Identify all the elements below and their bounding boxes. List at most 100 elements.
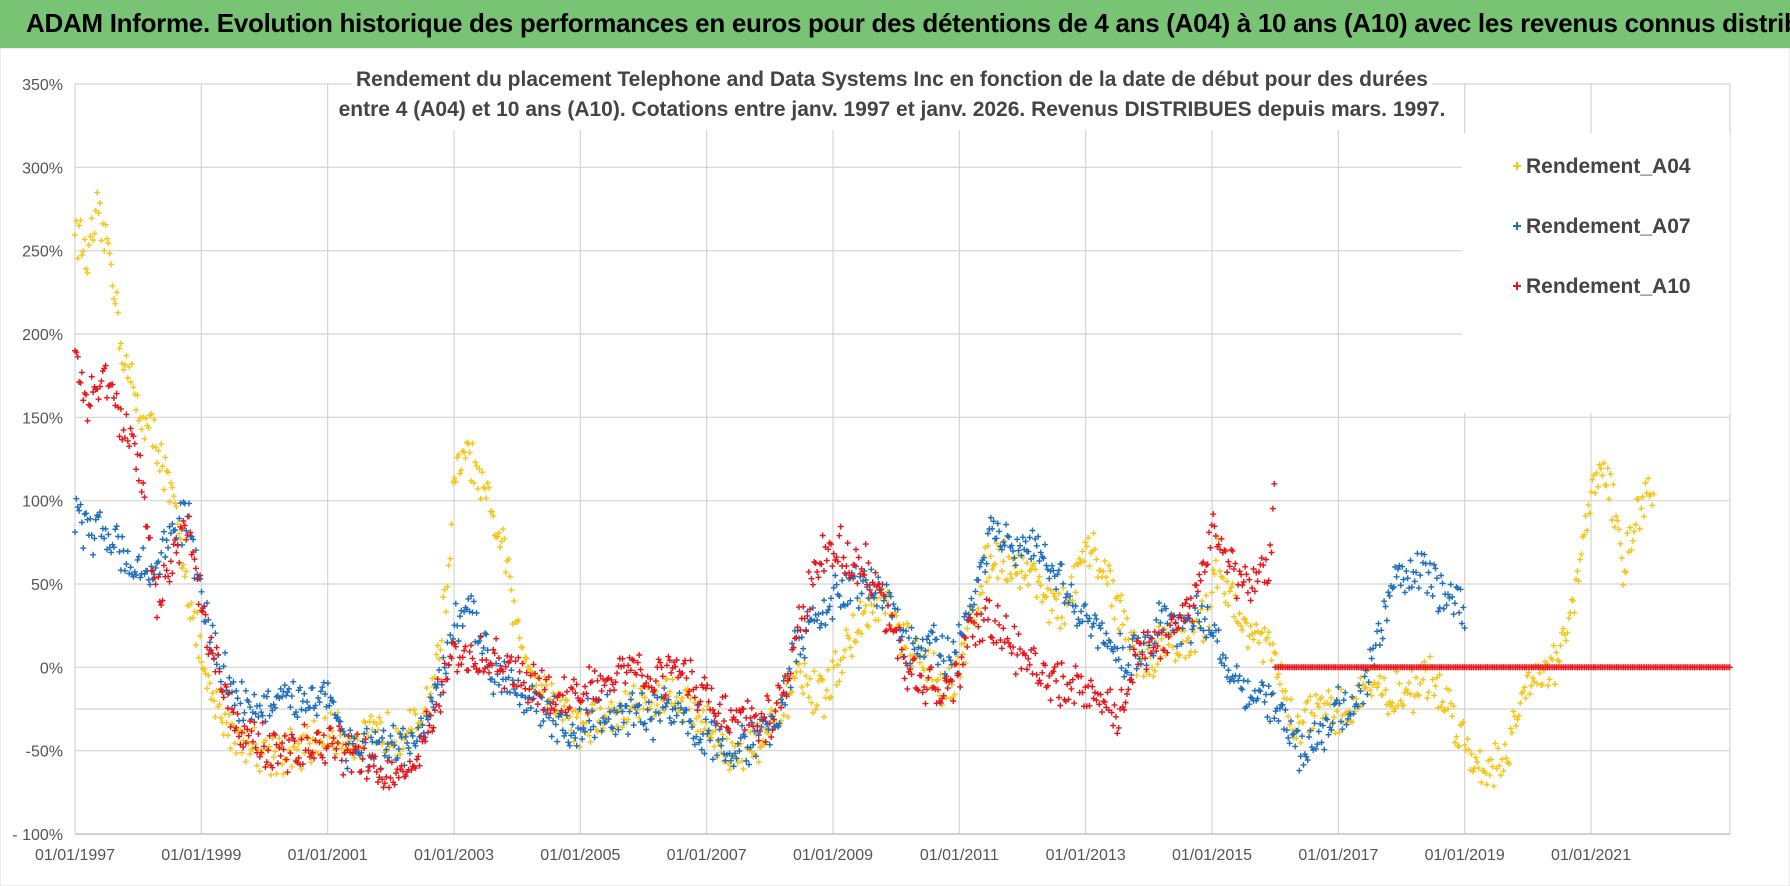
data-point bbox=[840, 654, 847, 661]
data-point bbox=[987, 553, 994, 560]
data-point bbox=[1239, 686, 1246, 693]
data-point bbox=[783, 693, 790, 700]
data-point bbox=[526, 686, 533, 693]
data-point bbox=[288, 731, 295, 738]
data-point bbox=[1225, 558, 1232, 565]
data-point bbox=[768, 706, 775, 713]
data-point bbox=[1060, 580, 1067, 587]
data-point bbox=[1058, 660, 1065, 666]
data-point bbox=[697, 698, 704, 705]
data-point bbox=[209, 690, 216, 697]
data-point bbox=[507, 573, 513, 580]
data-point bbox=[190, 536, 197, 543]
data-point bbox=[1360, 700, 1367, 707]
data-point bbox=[386, 784, 393, 791]
data-point bbox=[261, 743, 267, 750]
data-point bbox=[1347, 711, 1354, 718]
data-point bbox=[505, 556, 512, 562]
data-point bbox=[109, 381, 116, 388]
data-point bbox=[572, 734, 579, 741]
data-point bbox=[172, 500, 179, 507]
data-point bbox=[472, 459, 479, 466]
data-point bbox=[619, 724, 626, 731]
data-point bbox=[1365, 679, 1372, 686]
data-point bbox=[1508, 729, 1515, 736]
data-point bbox=[937, 653, 944, 659]
data-point bbox=[1210, 511, 1217, 518]
data-point bbox=[1260, 659, 1267, 665]
data-point bbox=[834, 662, 841, 668]
data-point bbox=[800, 603, 807, 610]
data-point bbox=[1315, 704, 1322, 710]
data-point bbox=[843, 626, 850, 633]
data-point bbox=[573, 742, 580, 749]
data-point bbox=[172, 536, 179, 543]
data-point bbox=[419, 722, 426, 729]
data-point bbox=[1649, 502, 1656, 509]
data-point bbox=[975, 605, 982, 612]
data-point bbox=[1229, 547, 1236, 554]
data-point bbox=[897, 637, 904, 644]
data-point bbox=[211, 697, 217, 704]
data-point bbox=[1482, 770, 1489, 777]
data-point bbox=[583, 690, 590, 697]
data-point bbox=[409, 733, 416, 739]
data-point bbox=[879, 581, 886, 588]
data-point bbox=[1025, 655, 1032, 662]
data-point bbox=[1072, 603, 1079, 609]
data-point bbox=[1115, 626, 1122, 633]
data-point bbox=[138, 426, 145, 433]
data-point bbox=[501, 685, 508, 692]
data-point bbox=[855, 554, 862, 561]
data-point bbox=[1624, 530, 1631, 537]
data-point bbox=[283, 692, 290, 699]
data-point bbox=[604, 691, 611, 698]
data-point bbox=[533, 682, 540, 689]
data-point bbox=[277, 752, 284, 759]
data-point bbox=[515, 654, 522, 661]
data-point bbox=[1075, 616, 1082, 623]
data-point bbox=[992, 617, 998, 624]
data-point bbox=[72, 529, 78, 536]
data-point bbox=[248, 728, 255, 735]
data-point bbox=[133, 406, 140, 413]
data-point bbox=[627, 667, 634, 674]
data-point bbox=[258, 709, 265, 716]
y-tick-label: 150% bbox=[22, 410, 63, 427]
data-point bbox=[687, 718, 694, 725]
data-point bbox=[1397, 697, 1404, 704]
data-point bbox=[998, 645, 1005, 652]
data-point bbox=[657, 659, 664, 666]
data-point bbox=[1388, 703, 1394, 710]
data-point bbox=[1374, 684, 1381, 691]
data-point bbox=[1092, 546, 1098, 553]
data-point bbox=[570, 676, 577, 683]
data-point bbox=[776, 720, 783, 727]
x-tick-label: 01/01/2019 bbox=[1425, 847, 1505, 864]
data-point bbox=[1297, 739, 1304, 746]
data-point bbox=[1043, 593, 1050, 600]
data-point bbox=[230, 709, 237, 716]
data-point bbox=[81, 236, 88, 243]
data-point bbox=[140, 480, 147, 486]
data-point bbox=[1121, 673, 1128, 680]
data-point bbox=[545, 674, 552, 680]
data-point bbox=[431, 707, 438, 714]
data-point bbox=[1168, 616, 1175, 623]
data-point bbox=[1086, 615, 1093, 622]
data-point bbox=[1404, 575, 1411, 582]
data-point bbox=[502, 569, 509, 576]
data-point bbox=[1342, 689, 1349, 696]
data-point bbox=[515, 677, 522, 684]
data-point bbox=[940, 692, 947, 699]
data-point bbox=[138, 488, 145, 495]
data-point bbox=[673, 693, 680, 700]
data-point bbox=[1107, 567, 1114, 574]
data-point bbox=[1276, 681, 1283, 688]
data-point bbox=[1397, 582, 1404, 589]
data-point bbox=[1597, 465, 1604, 472]
data-point bbox=[1353, 695, 1360, 702]
data-point bbox=[387, 732, 394, 739]
data-point bbox=[381, 752, 388, 759]
data-point bbox=[697, 736, 704, 743]
